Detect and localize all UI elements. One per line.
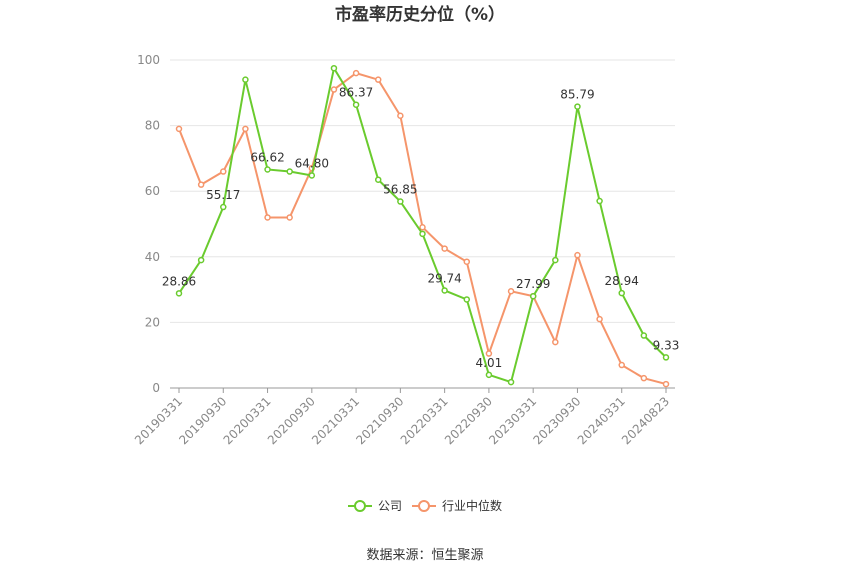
legend-company-marker [354, 500, 366, 512]
point-company[interactable] [264, 166, 271, 173]
legend-item-company[interactable]: 公司 [348, 499, 402, 513]
series-layer [175, 64, 670, 388]
y-tick-label: 40 [145, 250, 160, 264]
data-labels: 28.86 55.17 66.62 64.80 86.37 56.85 29.74 4.01 2… [162, 86, 680, 370]
grid-layer [170, 59, 675, 323]
data-label: 86.37 [339, 86, 373, 100]
y-axis: 0 20 40 60 80 100 [137, 53, 160, 395]
point-company[interactable] [242, 76, 249, 83]
point-industry[interactable] [596, 315, 603, 323]
y-tick-label: 60 [145, 184, 160, 198]
point-company[interactable] [352, 101, 360, 108]
x-tick-label: 20240823 [619, 394, 672, 447]
point-industry[interactable] [662, 380, 670, 388]
legend-industry-marker [418, 500, 430, 512]
point-company[interactable] [463, 296, 471, 303]
data-label: 9.33 [653, 338, 680, 352]
data-label: 66.62 [250, 150, 284, 164]
point-company[interactable] [640, 332, 648, 339]
y-tick-label: 100 [137, 53, 160, 67]
point-company[interactable] [286, 168, 293, 175]
point-industry[interactable] [197, 181, 205, 188]
point-company[interactable] [507, 378, 515, 386]
point-company[interactable] [220, 203, 227, 211]
data-label: 28.86 [162, 274, 196, 288]
x-axis: 2019033120190930202003312020093020210331… [132, 387, 675, 447]
point-industry[interactable] [286, 214, 293, 221]
data-label: 64.80 [295, 156, 329, 170]
point-industry[interactable] [463, 258, 471, 265]
legend-company-label: 公司 [378, 499, 402, 513]
point-industry[interactable] [352, 69, 360, 77]
chart-title: 市盈率历史分位（%） [335, 4, 505, 25]
point-company[interactable] [419, 230, 426, 238]
point-industry[interactable] [330, 86, 338, 93]
point-industry[interactable] [374, 76, 382, 83]
point-industry[interactable] [397, 112, 404, 120]
data-label: 4.01 [476, 356, 503, 370]
point-company[interactable] [618, 289, 625, 297]
point-company[interactable] [529, 292, 537, 300]
point-industry[interactable] [175, 125, 183, 133]
point-company[interactable] [175, 290, 183, 297]
point-company[interactable] [552, 256, 559, 264]
data-label: 27.99 [516, 277, 550, 291]
point-company[interactable] [308, 172, 316, 179]
point-company[interactable] [662, 354, 670, 361]
point-company[interactable] [441, 287, 448, 294]
data-label: 85.79 [560, 88, 594, 102]
point-industry[interactable] [552, 338, 559, 346]
point-industry[interactable] [618, 361, 625, 369]
point-industry[interactable] [264, 214, 271, 221]
point-company[interactable] [197, 256, 205, 264]
y-tick-label: 80 [145, 119, 160, 133]
point-company[interactable] [374, 176, 382, 183]
data-label: 55.17 [206, 188, 240, 202]
data-label: 56.85 [383, 183, 417, 197]
legend-industry-label: 行业中位数 [442, 498, 502, 513]
point-company[interactable] [574, 103, 581, 110]
data-label: 29.74 [427, 271, 461, 285]
point-industry[interactable] [242, 125, 249, 133]
legend-item-industry[interactable]: 行业中位数 [412, 498, 502, 513]
y-tick-label: 20 [145, 315, 160, 329]
point-company[interactable] [397, 198, 404, 205]
point-company[interactable] [485, 371, 493, 379]
data-source: 数据来源：恒生聚源 [366, 548, 483, 563]
point-company[interactable] [330, 64, 338, 72]
point-industry[interactable] [574, 251, 581, 259]
point-industry[interactable] [640, 374, 648, 382]
y-tick-label: 0 [152, 381, 160, 395]
point-industry[interactable] [441, 245, 448, 252]
legend[interactable]: 公司 行业中位数 [348, 498, 502, 513]
point-industry[interactable] [485, 350, 493, 357]
point-industry[interactable] [419, 224, 426, 231]
data-label: 28.94 [605, 274, 639, 288]
point-industry[interactable] [220, 168, 227, 175]
point-company[interactable] [596, 197, 603, 205]
point-industry[interactable] [507, 287, 515, 295]
